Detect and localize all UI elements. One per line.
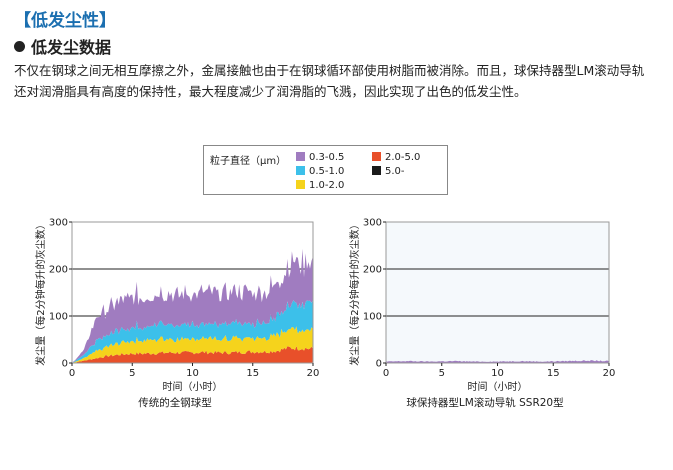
subsection-title-text: 低发尘数据 bbox=[31, 38, 112, 57]
legend-label: 0.5-1.0 bbox=[309, 166, 345, 177]
chart-panel-1: 0 5 10 15 200100200300时间（小时）发尘量（每2分钟每升的灰尘数）传… bbox=[34, 218, 319, 410]
y-axis-label: 发尘量（每2分钟每升的灰尘数） bbox=[34, 219, 47, 365]
y-tick-label: 200 bbox=[49, 265, 68, 276]
subsection-title: 低发尘数据 bbox=[14, 34, 111, 58]
x-axis-label: 时间（小时） bbox=[163, 380, 223, 393]
series-area-0-3-0-5 bbox=[386, 360, 609, 363]
y-tick-label: 0 bbox=[376, 359, 382, 370]
legend-label: 5.0- bbox=[385, 166, 405, 177]
y-tick-label: 100 bbox=[363, 312, 382, 323]
chart-panel-2: 0 5 10 15 200100200300时间（小时）发尘量（每2分钟每升的灰尘数）球… bbox=[348, 218, 615, 410]
legend-item: 0.3-0.5 bbox=[296, 152, 344, 163]
legend-swatch bbox=[296, 166, 305, 175]
x-tick-label: 0 bbox=[383, 368, 389, 379]
x-tick-label: 10 bbox=[186, 368, 199, 379]
plot-area bbox=[385, 221, 610, 364]
legend-label: 2.0-5.0 bbox=[385, 152, 421, 163]
legend-swatch bbox=[372, 152, 381, 161]
y-tick-label: 100 bbox=[49, 312, 68, 323]
y-tick-label: 0 bbox=[62, 359, 68, 370]
bullet-icon bbox=[14, 41, 25, 52]
description-paragraph: 不仅在钢球之间无相互摩擦之外，金属接触也由于在钢球循环部使用树脂而被消除。而且，… bbox=[14, 63, 645, 99]
y-tick-label: 300 bbox=[49, 218, 68, 229]
x-tick-label: 15 bbox=[246, 368, 259, 379]
x-tick-label: 0 bbox=[69, 368, 75, 379]
x-tick-label: 5 bbox=[129, 368, 135, 379]
x-tick-label: 5 bbox=[439, 368, 445, 379]
y-axis-label: 发尘量（每2分钟每升的灰尘数） bbox=[348, 219, 361, 365]
y-tick-label: 300 bbox=[363, 218, 382, 229]
legend-label: 0.3-0.5 bbox=[309, 152, 345, 163]
x-tick-label: 20 bbox=[307, 368, 320, 379]
chart-caption: 传统的全钢球型 bbox=[138, 396, 212, 409]
chart-caption: 球保持器型LM滚动导轨 SSR20型 bbox=[406, 396, 563, 409]
legend-item: 0.5-1.0 bbox=[296, 166, 344, 177]
series-area-0-3-0-5 bbox=[72, 248, 313, 363]
legend: 粒子直径（μm） 0.3-0.5 2.0-5.0 0.5-1.0 5.0- 1.… bbox=[203, 145, 448, 195]
x-tick-label: 20 bbox=[603, 368, 616, 379]
x-axis-label: 时间（小时） bbox=[468, 380, 528, 393]
x-tick-label: 15 bbox=[547, 368, 560, 379]
x-tick-label: 10 bbox=[491, 368, 504, 379]
legend-title: 粒子直径（μm） bbox=[210, 156, 287, 167]
y-tick-label: 200 bbox=[363, 265, 382, 276]
legend-swatch bbox=[296, 180, 305, 189]
section-title: 【低发尘性】 bbox=[14, 11, 116, 31]
legend-item: 1.0-2.0 bbox=[296, 180, 344, 191]
legend-item: 5.0- bbox=[372, 166, 405, 177]
legend-item: 2.0-5.0 bbox=[372, 152, 420, 163]
series-area-1-0-2-0 bbox=[72, 326, 313, 363]
series-area-0-5-1-0 bbox=[72, 299, 313, 363]
legend-label: 1.0-2.0 bbox=[309, 180, 345, 191]
legend-swatch bbox=[296, 152, 305, 161]
series-area-2-0-5-0 bbox=[72, 346, 313, 363]
legend-swatch bbox=[372, 166, 381, 175]
